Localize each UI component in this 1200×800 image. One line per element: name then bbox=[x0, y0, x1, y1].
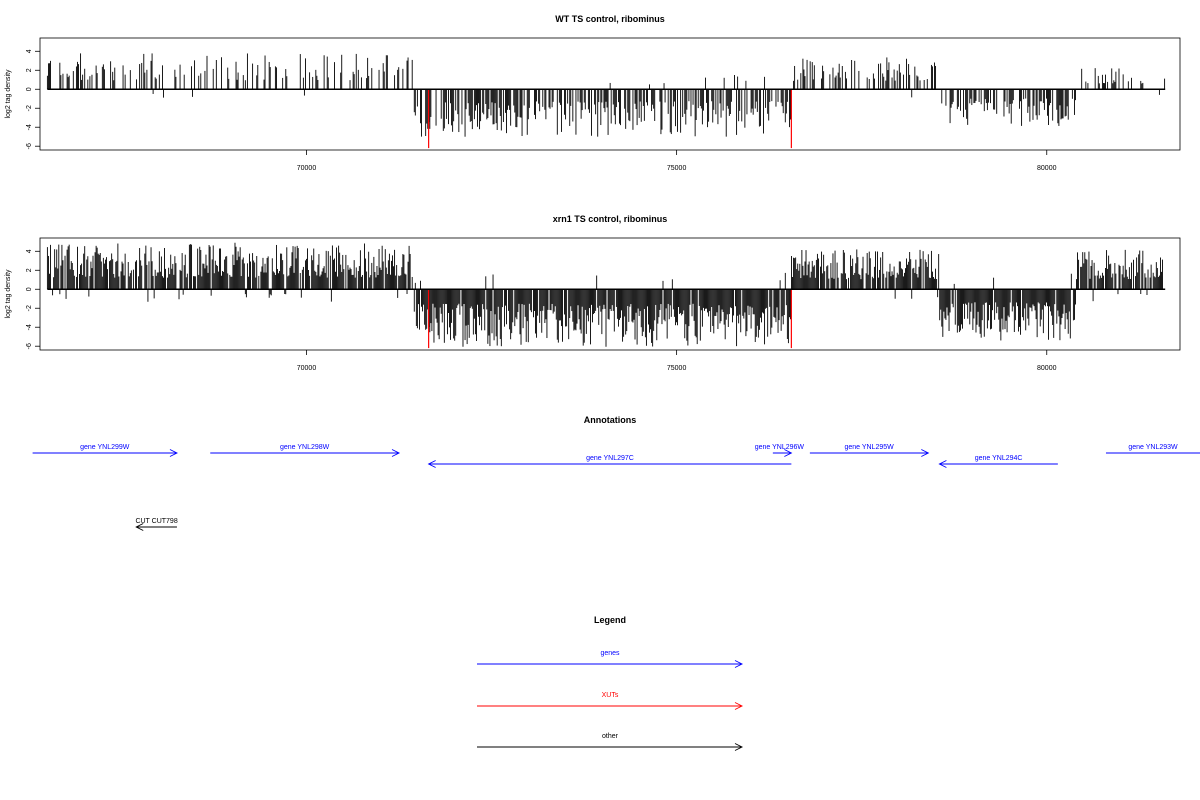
y-axis-label: log2 tag density bbox=[5, 69, 12, 119]
legend-item-label: genes bbox=[600, 650, 620, 657]
y-tick-label: -2 bbox=[26, 105, 33, 111]
feature-label: gene YNL294C bbox=[975, 455, 1023, 462]
y-tick-label: 2 bbox=[26, 68, 33, 72]
legend: Legend genes XUTs other bbox=[477, 615, 744, 751]
feature-gene: gene YNL293W bbox=[1105, 444, 1200, 454]
feature-label: gene YNL296W bbox=[755, 444, 805, 451]
plot-frame bbox=[39, 237, 1181, 351]
feature-label: CUT CUT798 bbox=[135, 518, 177, 525]
annotations-track: Annotations gene YNL299W gene YNL298W gene … bbox=[32, 415, 1200, 531]
y-tick-label: 0 bbox=[26, 87, 33, 91]
density-bars bbox=[46, 242, 1163, 347]
x-tick-label: 80000 bbox=[1037, 165, 1057, 172]
y-tick-label: -6 bbox=[26, 143, 33, 149]
chart-panel-2: xrn1 TS control, ribominus log2 tag densi… bbox=[5, 214, 1181, 372]
chart-title: xrn1 TS control, ribominus bbox=[553, 214, 668, 224]
legend-item-genes: genes bbox=[477, 650, 744, 668]
feature-gene: gene YNL297C bbox=[427, 455, 792, 468]
y-tick-label: -4 bbox=[26, 324, 33, 330]
feature-arrowhead bbox=[921, 449, 930, 457]
legend-arrowhead bbox=[734, 702, 744, 710]
legend-title: Legend bbox=[594, 615, 626, 625]
legend-item-xuts: XUTs bbox=[477, 692, 744, 710]
legend-item-label: XUTs bbox=[602, 692, 619, 699]
x-tick-label: 75000 bbox=[667, 365, 687, 372]
y-tick-label: 4 bbox=[26, 249, 33, 253]
x-tick-label: 70000 bbox=[297, 165, 317, 172]
x-tick-label: 80000 bbox=[1037, 365, 1057, 372]
feature-gene: gene YNL299W bbox=[32, 444, 178, 457]
feature-label: gene YNL293W bbox=[1128, 444, 1178, 451]
feature-gene: gene YNL298W bbox=[210, 444, 401, 457]
feature-other: CUT CUT798 bbox=[135, 518, 178, 531]
feature-gene: gene YNL294C bbox=[938, 455, 1058, 468]
feature-label: gene YNL297C bbox=[586, 455, 634, 462]
y-tick-label: 2 bbox=[26, 268, 33, 272]
x-tick-label: 75000 bbox=[667, 165, 687, 172]
feature-arrowhead bbox=[135, 523, 144, 531]
feature-arrowhead bbox=[169, 449, 178, 457]
plot-frame bbox=[39, 37, 1181, 151]
chart-panel-1: WT TS control, ribominus log2 tag density… bbox=[5, 14, 1181, 172]
feature-arrowhead bbox=[784, 449, 793, 457]
chart-title: WT TS control, ribominus bbox=[555, 14, 665, 24]
y-tick-label: -4 bbox=[26, 124, 33, 130]
legend-item-label: other bbox=[602, 733, 619, 740]
feature-label: gene YNL299W bbox=[80, 444, 130, 451]
y-tick-label: -6 bbox=[26, 343, 33, 349]
legend-arrowhead bbox=[734, 743, 744, 751]
y-tick-label: -2 bbox=[26, 305, 33, 311]
y-axis-label: log2 tag density bbox=[5, 269, 12, 319]
feature-arrowhead bbox=[938, 460, 947, 468]
x-tick-label: 70000 bbox=[297, 365, 317, 372]
y-tick-label: 0 bbox=[26, 287, 33, 291]
y-tick-label: 4 bbox=[26, 49, 33, 53]
feature-gene: gene YNL295W bbox=[809, 444, 930, 457]
feature-arrowhead bbox=[391, 449, 401, 457]
density-bars bbox=[46, 53, 1166, 137]
feature-label: gene YNL298W bbox=[280, 444, 330, 451]
feature-gene: gene YNL296W bbox=[755, 444, 805, 457]
legend-arrowhead bbox=[734, 660, 744, 668]
annotations-title: Annotations bbox=[584, 415, 637, 425]
feature-arrowhead bbox=[427, 460, 436, 468]
legend-item-other: other bbox=[477, 733, 744, 751]
feature-label: gene YNL295W bbox=[844, 444, 894, 451]
